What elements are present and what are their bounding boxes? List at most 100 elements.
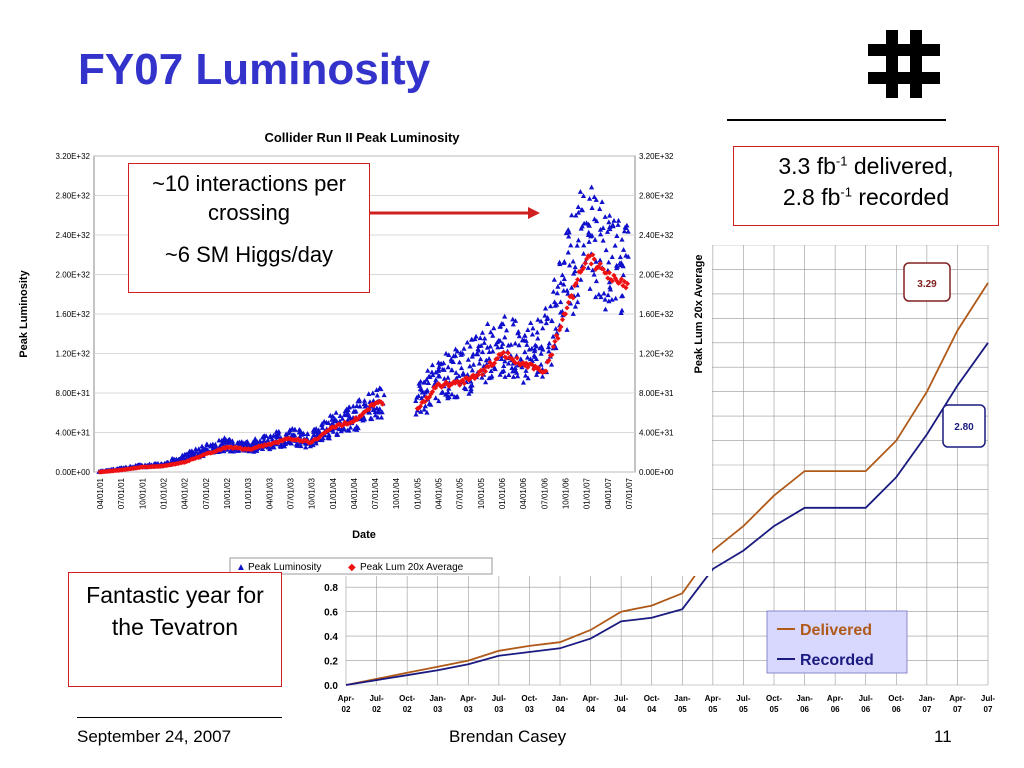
peak-point [514, 369, 520, 375]
peak-point [481, 340, 487, 345]
average-point [579, 267, 585, 273]
peak-point [609, 296, 615, 302]
average-point [228, 444, 235, 450]
peak-point [456, 373, 462, 379]
peak-point [535, 335, 541, 341]
delivered-line: 3.3 fb-1 delivered, [778, 153, 954, 179]
peak-point [529, 345, 535, 351]
average-point [578, 269, 584, 275]
average-point [520, 360, 526, 366]
peak-point [597, 226, 604, 232]
average-point [369, 401, 375, 407]
x-tick-label: Jul- [736, 694, 751, 703]
peak-point [588, 184, 595, 190]
average-point [608, 276, 614, 283]
average-point [552, 338, 558, 344]
peak-point [533, 356, 540, 361]
average-point [426, 394, 433, 400]
peak-point [523, 368, 529, 373]
peak-point [301, 431, 307, 436]
x-tick-year: 03 [464, 705, 473, 714]
x-tick-year: 06 [861, 705, 870, 714]
average-point [494, 355, 501, 362]
peak-point [470, 361, 477, 367]
peak-point [569, 284, 575, 290]
peak-point [578, 276, 584, 282]
peak-point [606, 219, 612, 225]
peak-point [614, 263, 621, 269]
peak-point [355, 425, 361, 431]
arrow-head-icon [528, 207, 540, 219]
peak-point [509, 365, 515, 370]
peak-point [572, 303, 579, 309]
x-tick-label: 07/01/04 [371, 477, 380, 509]
peak-point [488, 374, 494, 380]
x-tick-year: 05 [678, 705, 687, 714]
peak-point [297, 428, 304, 434]
peak-point [524, 342, 530, 347]
peak-point [624, 222, 630, 228]
peak-point [453, 370, 459, 375]
peak-point [609, 254, 615, 260]
peak-point [545, 344, 552, 350]
x-tick-year: 02 [342, 705, 351, 714]
x-tick-label: 10/01/05 [477, 477, 486, 509]
peak-point [436, 373, 443, 379]
peak-point [606, 279, 613, 285]
x-tick-label: 10/01/04 [392, 477, 401, 509]
x-tick-label: 01/01/07 [583, 477, 592, 509]
y-right-tick-label: 2.80E+32 [639, 192, 674, 201]
peak-point [556, 259, 563, 265]
peak-point [502, 358, 508, 364]
peak-point [333, 418, 340, 424]
average-point [366, 406, 372, 413]
x-tick-year: 07 [984, 705, 993, 714]
peak-point [597, 206, 603, 211]
peak-point [538, 318, 544, 324]
peak-point [575, 237, 582, 243]
peak-point [553, 325, 559, 331]
peak-point [612, 242, 618, 248]
average-point [432, 385, 439, 391]
peak-point [366, 391, 372, 397]
peak-point [570, 311, 576, 316]
peak-point [477, 335, 483, 341]
peak-point [606, 259, 612, 265]
average-point [470, 372, 476, 378]
peak-point [498, 356, 505, 361]
x-tick-year: 04 [617, 705, 626, 714]
peak-point [592, 237, 598, 242]
peak-point [619, 293, 626, 298]
x-tick-year: 06 [800, 705, 809, 714]
average-point [584, 256, 590, 262]
average-point [567, 294, 573, 300]
y-tick-label: 0.2 [324, 657, 338, 668]
peak-point [546, 340, 552, 346]
peak-point [333, 409, 339, 415]
average-point [570, 295, 576, 301]
x-tick-label: 10/01/03 [308, 477, 317, 509]
peak-point [227, 440, 233, 445]
peak-point [621, 228, 628, 234]
peak-point [362, 403, 368, 409]
peak-point [478, 342, 484, 348]
average-point [310, 438, 316, 444]
peak-point [436, 398, 442, 404]
peak-point [433, 395, 439, 401]
peak-point [602, 214, 608, 219]
peak-legend: ▲ Peak Luminosity ◆ Peak Lum 20x Average [229, 557, 493, 575]
average-point [532, 363, 538, 369]
fantastic-year-callout: Fantastic year for the Tevatron [68, 572, 282, 687]
peak-point [542, 305, 549, 311]
average-point [581, 265, 587, 271]
peak-point [579, 207, 586, 213]
peak-point [445, 389, 451, 395]
peak-point [593, 197, 599, 202]
peak-point [188, 449, 194, 455]
peak-point [460, 370, 466, 376]
peak-point [600, 237, 606, 243]
peak-point [538, 361, 544, 367]
peak-point [565, 249, 571, 255]
peak-point [615, 222, 621, 227]
x-tick-year: 05 [739, 705, 748, 714]
